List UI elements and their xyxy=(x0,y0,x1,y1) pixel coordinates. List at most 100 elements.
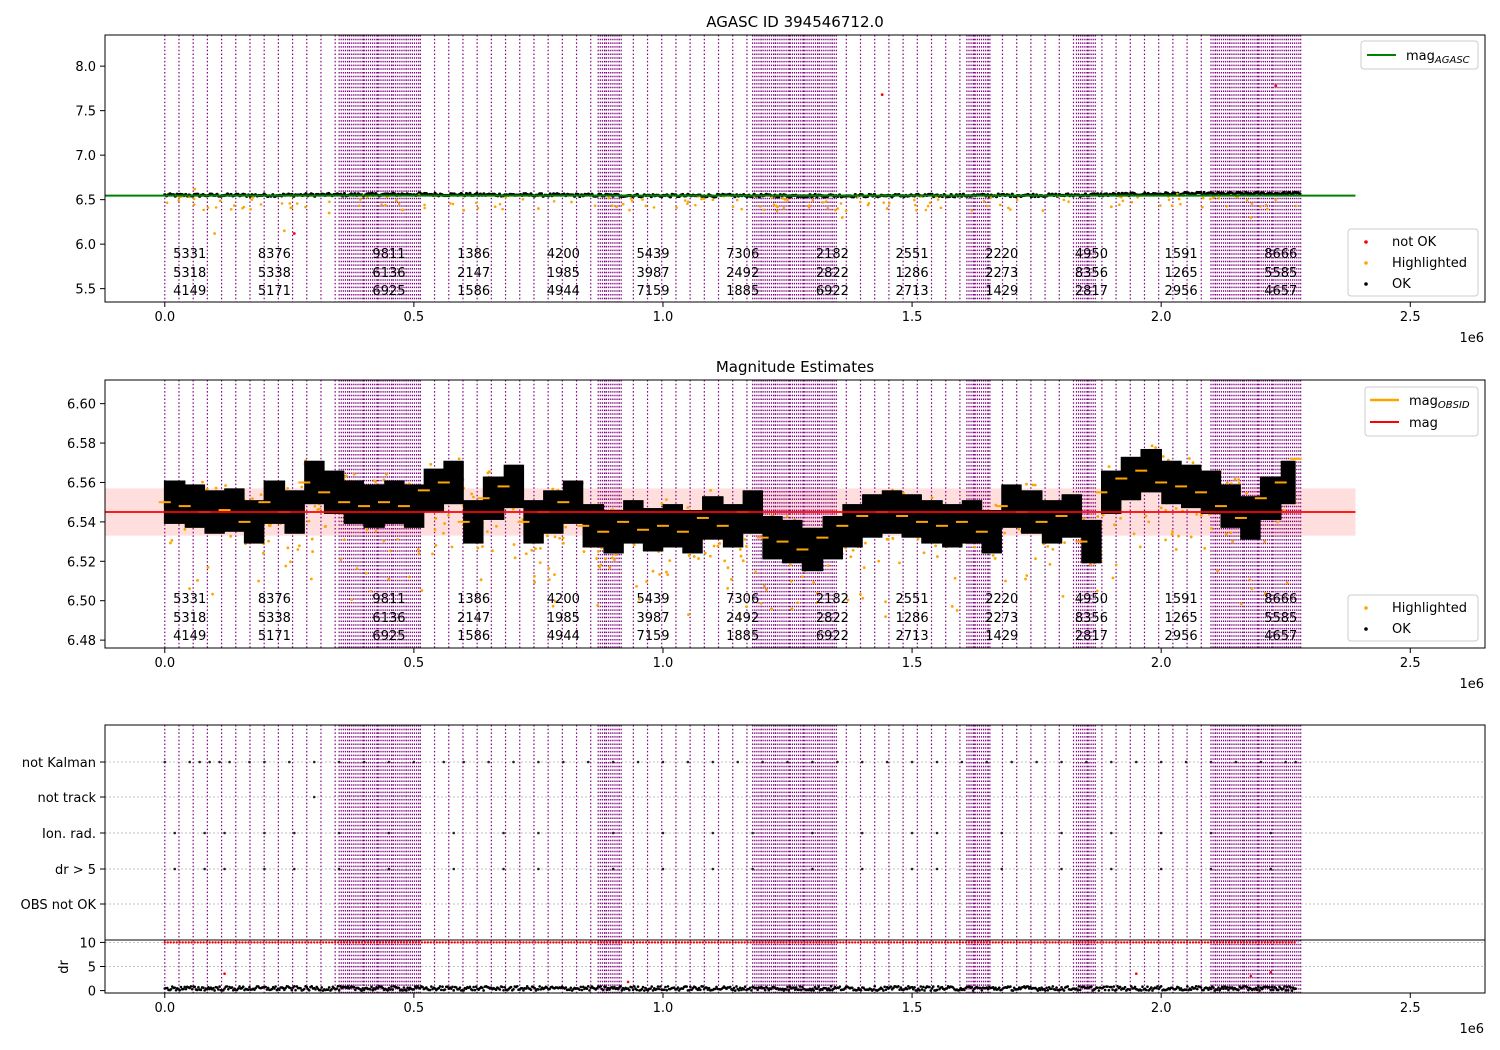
highlighted-point xyxy=(183,527,187,531)
dr-clipped-point xyxy=(997,941,1000,944)
not-ok-point xyxy=(292,232,296,235)
highlighted-point xyxy=(537,207,540,210)
highlighted-point xyxy=(339,558,343,561)
dr-clipped-point xyxy=(1108,941,1111,944)
highlighted-point xyxy=(1144,514,1148,518)
highlighted-point xyxy=(538,546,542,550)
highlighted-point xyxy=(1061,594,1065,598)
highlighted-point xyxy=(1225,205,1229,208)
highlighted-point xyxy=(936,555,939,558)
dr-clipped-point xyxy=(1206,941,1210,944)
highlighted-point xyxy=(687,554,691,557)
obsid-label: 2822 xyxy=(816,266,849,281)
highlighted-point xyxy=(1250,587,1254,591)
dr-clipped-point xyxy=(537,941,540,944)
highlighted-point xyxy=(789,579,793,583)
dr-clipped-point xyxy=(877,941,881,944)
dr-point xyxy=(631,988,635,992)
dr-clipped-point xyxy=(686,941,690,944)
dr-clipped-point xyxy=(800,941,803,944)
dr-point xyxy=(735,985,738,988)
highlighted-point xyxy=(998,203,1002,207)
highlighted-point xyxy=(481,545,484,549)
dr-point xyxy=(337,989,341,992)
dr-clipped-point xyxy=(1048,941,1051,944)
obsid-label: 4149 xyxy=(173,629,206,644)
highlighted-point xyxy=(570,200,573,204)
dr-point xyxy=(405,989,408,992)
dr-point xyxy=(604,985,607,989)
highlighted-point xyxy=(352,472,356,476)
dr-point xyxy=(472,985,475,989)
highlighted-point xyxy=(1259,205,1262,208)
dr-point xyxy=(662,988,666,991)
flag-point xyxy=(1000,831,1004,835)
dr-clipped-point xyxy=(381,941,385,944)
dr-point xyxy=(608,988,611,991)
highlighted-point xyxy=(765,588,768,592)
dr-clipped-point xyxy=(211,941,214,944)
highlighted-point xyxy=(811,198,815,202)
flag-point xyxy=(761,760,764,764)
highlighted-point xyxy=(775,209,779,213)
highlighted-point xyxy=(494,524,498,528)
obsid-label: 8666 xyxy=(1264,592,1297,607)
dr-point xyxy=(289,986,292,990)
dr-point xyxy=(797,988,801,992)
dr-point xyxy=(699,988,702,992)
highlighted-point xyxy=(745,545,748,548)
highlighted-point xyxy=(365,528,369,531)
highlighted-point xyxy=(840,216,844,219)
highlighted-point xyxy=(1189,535,1193,539)
highlighted-point xyxy=(1209,527,1213,530)
dr-clipped-point xyxy=(689,941,693,944)
highlighted-point xyxy=(1096,515,1100,518)
dr-point xyxy=(1096,986,1099,990)
dr-clipped-point xyxy=(683,941,687,944)
dr-clipped-point xyxy=(277,941,280,944)
flag-point xyxy=(1209,831,1213,835)
highlighted-point xyxy=(553,535,557,539)
dr-point xyxy=(213,989,216,992)
dr-clipped-point xyxy=(1167,941,1171,944)
highlighted-point xyxy=(762,208,766,212)
dr-clipped-point xyxy=(567,941,570,944)
not-ok-point xyxy=(880,93,884,97)
dr-clipped-point xyxy=(623,941,627,944)
highlighted-point xyxy=(745,605,748,609)
dr-point xyxy=(713,987,717,991)
obsid-label: 1429 xyxy=(985,629,1018,644)
highlighted-point xyxy=(1209,197,1212,201)
dr-clipped-point xyxy=(1164,941,1168,944)
dr-point xyxy=(446,985,449,988)
highlighted-point xyxy=(613,558,616,562)
highlighted-point xyxy=(687,613,690,616)
dr-clipped-point xyxy=(1170,941,1174,944)
dr-clipped-point xyxy=(764,941,767,944)
dr-point xyxy=(376,987,380,990)
highlighted-point xyxy=(1095,589,1099,593)
flag-point xyxy=(1269,831,1273,835)
highlighted-point xyxy=(501,207,504,211)
highlighted-point xyxy=(770,196,774,199)
dr-clipped-point xyxy=(256,941,259,944)
highlighted-point xyxy=(1111,576,1115,580)
highlighted-point xyxy=(939,206,943,210)
dr-clipped-point xyxy=(1290,941,1293,944)
highlighted-point xyxy=(596,604,600,607)
highlighted-point xyxy=(740,207,743,211)
highlighted-point xyxy=(708,554,712,558)
flag-point xyxy=(188,760,191,764)
flag-point xyxy=(452,831,456,835)
highlighted-point xyxy=(177,199,181,202)
highlighted-point xyxy=(781,197,785,200)
obsid-label: 2182 xyxy=(816,247,849,262)
highlighted-point xyxy=(547,578,551,582)
dr-point xyxy=(354,988,357,992)
highlighted-point xyxy=(374,529,378,533)
highlighted-point xyxy=(782,206,786,210)
flag-point xyxy=(537,867,540,871)
obsid-label: 8376 xyxy=(258,592,291,607)
dr-clipped-point xyxy=(426,941,430,944)
obsid-label: 2220 xyxy=(985,247,1018,262)
